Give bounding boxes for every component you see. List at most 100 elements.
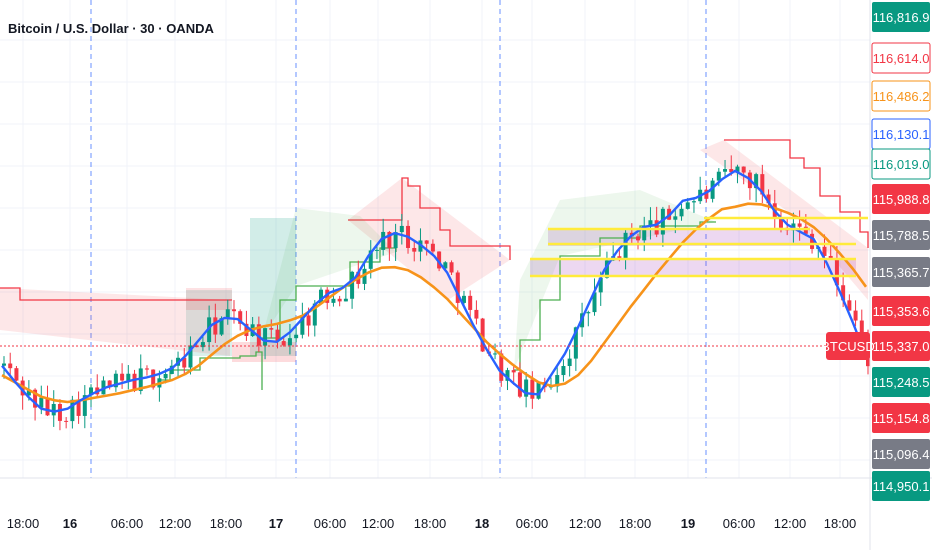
time-tick-label: 17	[269, 516, 283, 531]
candle-body	[200, 342, 205, 348]
price-tag-box	[871, 42, 931, 74]
candle-body	[424, 240, 429, 244]
candle-body	[225, 309, 230, 319]
candle-body	[443, 262, 448, 269]
candle-body	[325, 289, 330, 303]
candle-body	[399, 225, 404, 233]
candle-body	[468, 295, 473, 310]
candle-body	[343, 298, 348, 302]
candle-body	[735, 166, 740, 173]
zone-rect	[186, 288, 232, 310]
price-tag-label: 116,486.2	[873, 89, 930, 104]
candle-body	[754, 174, 759, 189]
candle-body	[598, 277, 603, 293]
price-tag-box	[872, 257, 930, 287]
lower-band-line	[514, 221, 716, 371]
candle-body	[263, 328, 268, 346]
time-tick-label: 12:00	[362, 516, 395, 531]
price-tag-label: 115,988.8	[873, 192, 930, 207]
upper-band-line	[0, 287, 232, 301]
candle-body	[33, 389, 38, 408]
candle-body	[39, 397, 44, 408]
lower-band-fill	[262, 208, 396, 338]
candle-body	[319, 289, 324, 304]
price-tag-box	[872, 184, 930, 214]
candle-body	[275, 329, 280, 342]
price-tag-box	[872, 403, 930, 433]
price-tag-box	[872, 439, 930, 469]
candle-body	[679, 208, 684, 217]
time-tick-label: 18:00	[619, 516, 652, 531]
candle-body	[169, 365, 174, 374]
candle-body	[573, 327, 578, 359]
candle-body	[660, 208, 665, 235]
candle-body	[567, 358, 572, 367]
price-tag-label: 115,096.4	[873, 447, 930, 462]
time-tick-label: 06:00	[111, 516, 144, 531]
candle-body	[511, 370, 516, 373]
price-tag-box	[872, 220, 930, 250]
candle-body	[132, 373, 137, 391]
lower-band-line	[262, 247, 397, 339]
candle-body	[350, 271, 355, 299]
time-tick-label: 12:00	[569, 516, 602, 531]
candle-body	[555, 375, 560, 387]
candle-body	[493, 353, 498, 355]
candle-body	[126, 373, 131, 381]
candle-body	[642, 225, 647, 241]
candle-body	[430, 243, 435, 252]
candle-body	[300, 315, 305, 335]
candle-body	[741, 166, 746, 173]
candle-body	[26, 389, 31, 396]
candle-body	[14, 368, 19, 381]
candle-body	[238, 311, 243, 324]
price-tag-box	[872, 2, 930, 32]
candle-body	[362, 268, 367, 284]
candle-body	[834, 259, 839, 286]
symbol-badge-label: BTCUSD	[821, 339, 874, 354]
candle-body	[306, 315, 311, 326]
candle-body	[604, 260, 609, 278]
horizontal-levels	[0, 216, 870, 347]
candle-body	[673, 216, 678, 220]
candle-body	[710, 180, 715, 199]
candle-body	[89, 387, 94, 396]
price-tag-box	[872, 296, 930, 326]
candle-body	[461, 295, 466, 303]
candle-body	[2, 363, 6, 366]
time-axis[interactable]: 18:00 16 06:00 12:00 18:00 17 06:00 12:00 18:00 1…	[0, 477, 932, 531]
price-tag-label: 115,353.6	[873, 304, 930, 319]
price-tag-box	[872, 331, 930, 361]
price-tag-label: 115,154.8	[873, 411, 930, 426]
candle-body	[113, 373, 118, 388]
candle-body	[82, 395, 87, 416]
price-tag-box	[871, 148, 931, 180]
price-axis[interactable]: 116,816.9 116,614.0 116,486.2 116,130.1 116,…	[821, 0, 931, 550]
candle-body	[561, 366, 566, 376]
candle-body	[188, 345, 193, 368]
candle-body	[766, 194, 771, 204]
candle-body	[45, 397, 50, 416]
time-tick-label: 18:00	[7, 516, 40, 531]
candle-body	[474, 309, 479, 319]
candle-body	[797, 223, 802, 227]
time-tick-label: 06:00	[314, 516, 347, 531]
candle-body	[636, 236, 641, 241]
candle-body	[654, 220, 659, 235]
time-tick-label: 18	[475, 516, 489, 531]
candle-body	[648, 220, 653, 226]
candle-body	[107, 380, 112, 388]
candle-body	[381, 231, 386, 250]
time-tick-label: 18:00	[210, 516, 243, 531]
candle-body	[524, 379, 529, 397]
upper-band-fill	[348, 178, 510, 300]
candle-body	[312, 303, 317, 326]
ema-fast-line	[1, 169, 868, 413]
candle-body	[480, 318, 485, 352]
time-tick-label: 06:00	[723, 516, 756, 531]
candle-body	[269, 328, 274, 330]
candle-body	[76, 399, 81, 416]
price-tag-label: 115,248.5	[873, 375, 930, 390]
candle-body	[716, 171, 721, 181]
